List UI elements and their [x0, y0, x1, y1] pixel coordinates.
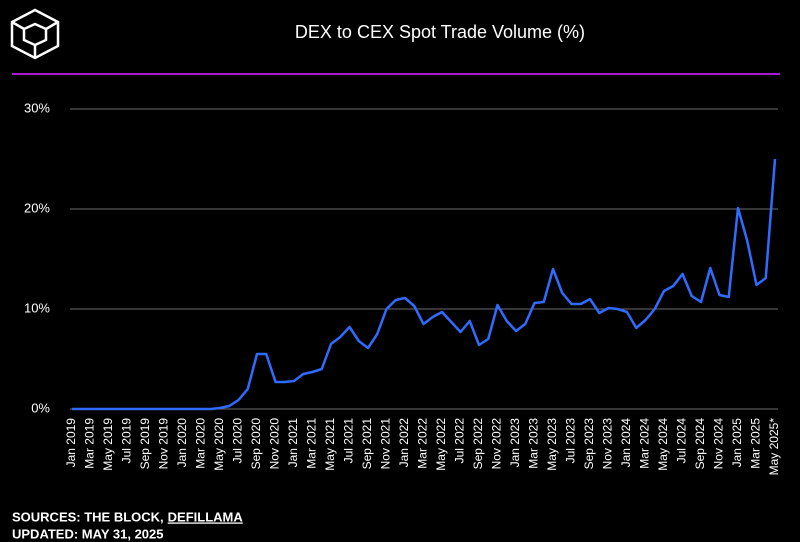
x-tick-label: Mar 2021 [305, 418, 319, 469]
x-tick-label: Jan 2020 [175, 418, 189, 468]
sources-link[interactable]: DEFILLAMA [168, 509, 244, 524]
x-tick-label: Nov 2022 [490, 418, 504, 470]
chart-title: DEX to CEX Spot Trade Volume (%) [295, 22, 585, 42]
x-tick-label: Sep 2019 [138, 418, 152, 470]
sources-label: SOURCES: THE BLOCK, [12, 509, 164, 524]
x-tick-label: Sep 2020 [249, 418, 263, 470]
x-tick-label: Nov 2019 [157, 418, 171, 470]
x-tick-label: Jan 2022 [397, 418, 411, 468]
x-tick-label: Mar 2023 [527, 418, 541, 469]
x-tick-label: Sep 2023 [582, 418, 596, 470]
x-tick-label: May 2022 [434, 418, 448, 471]
x-tick-label: May 2020 [212, 418, 226, 471]
x-tick-label: Jan 2019 [64, 418, 78, 468]
x-tick-label: Jul 2024 [675, 418, 689, 464]
x-tick-label: Jan 2024 [619, 418, 633, 468]
x-tick-label: May 2019 [101, 418, 115, 471]
updated: UPDATED: MAY 31, 2025 [12, 526, 164, 541]
y-tick-label: 30% [24, 100, 50, 115]
logo [10, 8, 60, 60]
y-tick-label: 10% [24, 300, 50, 315]
x-tick-label: May 2023 [545, 418, 559, 471]
x-tick-label: Jul 2022 [453, 418, 467, 464]
x-tick-label: Nov 2024 [712, 418, 726, 470]
x-tick-label: Jan 2023 [508, 418, 522, 468]
x-tick-label: Jul 2023 [564, 418, 578, 464]
x-tick-label: Nov 2023 [601, 418, 615, 470]
data-line [72, 158, 777, 411]
x-tick-label: Sep 2024 [693, 418, 707, 470]
x-tick-label: Nov 2020 [268, 418, 282, 470]
x-tick-label: Sep 2021 [360, 418, 374, 470]
x-tick-label: Mar 2025 [749, 418, 763, 469]
x-tick-label: Sep 2022 [471, 418, 485, 470]
x-tick-label: May 2025* [767, 418, 781, 476]
y-tick-label: 20% [24, 200, 50, 215]
x-tick-label: Mar 2022 [416, 418, 430, 469]
x-tick-label: May 2024 [656, 418, 670, 471]
x-tick-label: Mar 2019 [83, 418, 97, 469]
x-tick-label: Mar 2024 [638, 418, 652, 469]
x-tick-label: Jan 2021 [286, 418, 300, 468]
x-tick-label: Jul 2019 [120, 418, 134, 464]
x-tick-label: Jul 2021 [342, 418, 356, 464]
x-tick-label: Jul 2020 [231, 418, 245, 464]
y-tick-label: 0% [31, 400, 50, 415]
x-tick-label: Nov 2021 [379, 418, 393, 470]
x-tick-label: Mar 2020 [194, 418, 208, 469]
x-tick-label: May 2021 [323, 418, 337, 471]
x-tick-label: Jan 2025 [730, 418, 744, 468]
